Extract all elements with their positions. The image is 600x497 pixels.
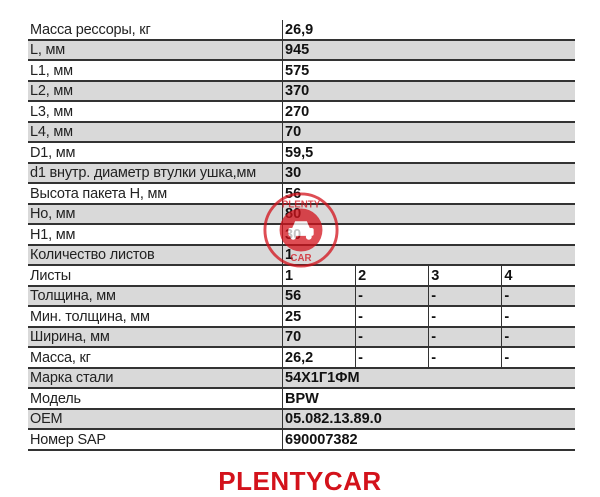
spec-table: Масса рессоры, кг 26,9 L, мм 945 L1, мм 575 L2… [28, 20, 575, 451]
leaf-value: - [428, 285, 502, 307]
table-row: Модель BPW [28, 388, 575, 410]
row-label: L4, мм [28, 121, 283, 143]
leaf-number: 4 [501, 265, 575, 287]
row-label: Толщина, мм [28, 285, 283, 307]
table-row: Номер SAP 690007382 [28, 429, 575, 451]
row-label: H1, мм [28, 224, 283, 246]
row-label: Мин. толщина, мм [28, 306, 283, 328]
row-label: Масса, кг [28, 347, 283, 369]
row-label: D1, мм [28, 142, 283, 164]
table-row: Ho, мм80 [28, 203, 575, 225]
leaf-value: - [501, 347, 575, 369]
leaf-value: 56 [281, 285, 356, 307]
leaf-value: - [428, 306, 502, 328]
row-label: OEM [28, 408, 283, 430]
row-value: BPW [282, 388, 575, 410]
table-row: Высота пакета H, мм 56 [28, 183, 575, 205]
table-row: Масса рессоры, кг 26,9 [28, 20, 575, 41]
table-row: L, мм 945 [28, 39, 575, 61]
leaf-value: - [501, 306, 575, 328]
row-value: 575 [282, 60, 575, 82]
table-row: Листы 1 2 3 4 [28, 265, 575, 287]
row-label: L, мм [28, 39, 283, 61]
leaf-value: - [428, 326, 502, 348]
table-row: D1, мм 59,5 [28, 142, 575, 164]
row-value: 370 [282, 80, 575, 102]
row-value: 56 [282, 183, 575, 205]
row-value: 1 [282, 244, 575, 266]
car-icon [288, 221, 314, 240]
row-value: 270 [282, 101, 575, 123]
row-value: 05.082.13.89.0 [282, 408, 575, 430]
table-row: Толщина, мм 56- - - [28, 285, 575, 307]
leaf-value: - [355, 306, 429, 328]
leaf-value: - [501, 285, 575, 307]
table-row: Марка стали 54Х1Г1ФМ [28, 367, 575, 389]
table-row: L1, мм 575 [28, 60, 575, 82]
row-label: L1, мм [28, 60, 283, 82]
row-value: 945 [282, 39, 575, 61]
row-value: 70 [282, 121, 575, 143]
leaves-header-label: Листы [28, 265, 283, 287]
table-row: L3, мм 270 [28, 101, 575, 123]
row-value: 54Х1Г1ФМ [282, 367, 575, 389]
row-label: Ширина, мм [28, 326, 283, 348]
leaf-value: - [428, 347, 502, 369]
leaf-value: - [355, 347, 429, 369]
leaf-value: 26,2 [281, 347, 356, 369]
row-label: d1 внутр. диаметр втулки ушка,мм [28, 162, 283, 184]
row-label: Масса рессоры, кг [28, 20, 283, 41]
leaf-number: 2 [355, 265, 429, 287]
row-label: Количество листов [28, 244, 283, 266]
svg-text:CAR: CAR [290, 253, 311, 264]
row-value: 690007382 [282, 429, 575, 451]
brand-name: PLENTYCAR [218, 466, 382, 496]
table-row: d1 внутр. диаметр втулки ушка,мм 30 [28, 162, 575, 184]
row-label: Ho, мм [28, 203, 283, 225]
row-label: Модель [28, 388, 283, 410]
row-value: 59,5 [282, 142, 575, 164]
leaf-number: 1 [281, 265, 356, 287]
svg-text:PLENTY: PLENTY [282, 200, 321, 211]
table-row: L4, мм 70 [28, 121, 575, 143]
table-row: Масса, кг 26,2- - - [28, 347, 575, 369]
row-label: Номер SAP [28, 429, 283, 451]
table-row: Мин. толщина, мм 25- - - [28, 306, 575, 328]
row-value: 80 [282, 203, 575, 225]
row-value: 30 [282, 162, 575, 184]
row-label: Марка стали [28, 367, 283, 389]
table-row: OEM 05.082.13.89.0 [28, 408, 575, 430]
leaf-number: 3 [428, 265, 502, 287]
plentycar-watermark-stamp: PLENTY CAR [263, 192, 339, 268]
row-label: L2, мм [28, 80, 283, 102]
leaf-value: - [355, 285, 429, 307]
leaf-value: 25 [281, 306, 356, 328]
row-label: L3, мм [28, 101, 283, 123]
table-row: L2, мм 370 [28, 80, 575, 102]
row-label: Высота пакета H, мм [28, 183, 283, 205]
table-row: Ширина, мм 70- - - [28, 326, 575, 348]
leaf-value: - [355, 326, 429, 348]
table-row: Количество листов 1 [28, 244, 575, 266]
leaf-value: - [501, 326, 575, 348]
row-value: 26,9 [282, 20, 575, 41]
leaf-value: 70 [281, 326, 356, 348]
